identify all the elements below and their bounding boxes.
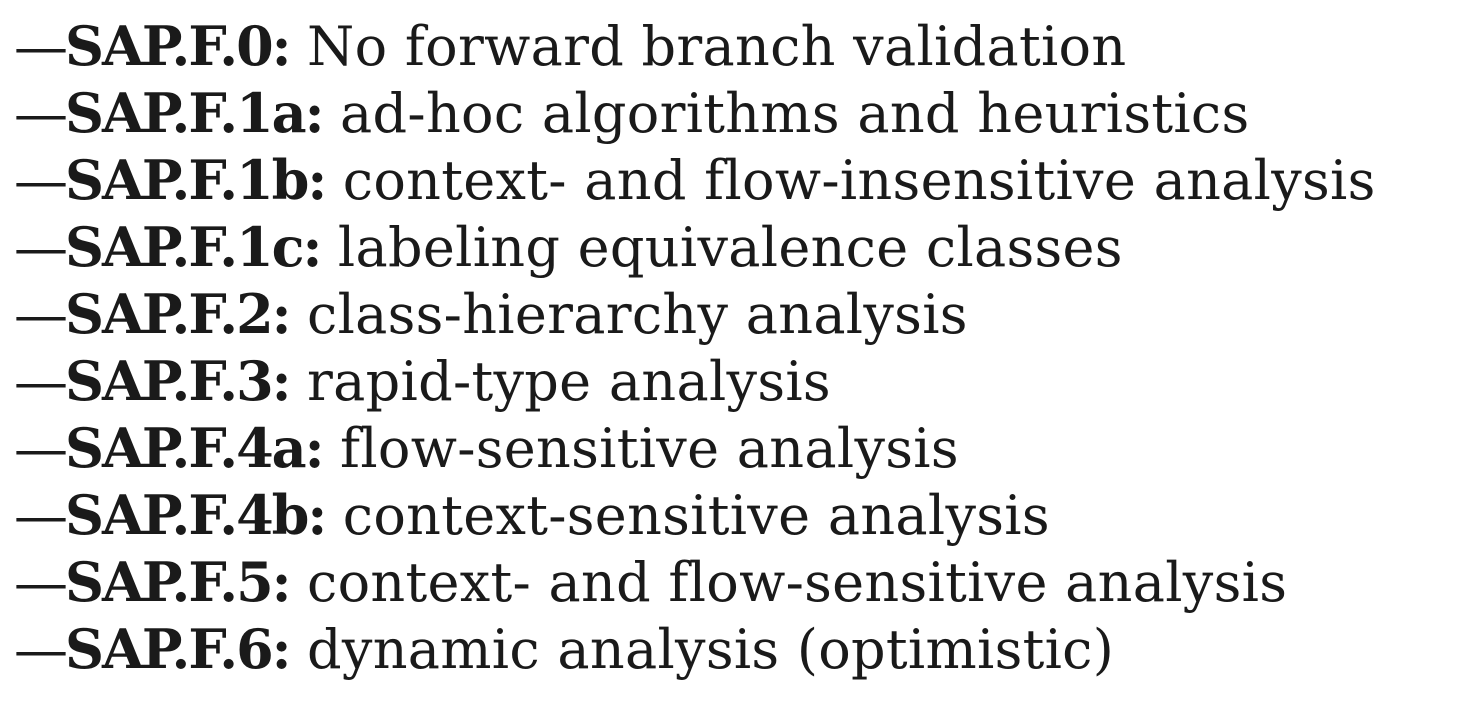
em-dash: — bbox=[14, 82, 68, 145]
item-description: class-hierarchy analysis bbox=[289, 283, 968, 346]
item-description: context- and flow-sensitive analysis bbox=[289, 551, 1288, 614]
list-item: —SAP.F.6: dynamic analysis (optimistic) bbox=[14, 616, 1454, 683]
item-code: SAP.F.1c: bbox=[65, 215, 322, 279]
list-item: —SAP.F.3: rapid-type analysis bbox=[14, 348, 1454, 415]
em-dash: — bbox=[14, 283, 68, 346]
item-code: SAP.F.4a: bbox=[65, 416, 325, 480]
item-description: labeling equivalence classes bbox=[320, 216, 1123, 279]
item-description: context- and flow-insensitive analysis bbox=[325, 149, 1376, 212]
item-description: dynamic analysis (optimistic) bbox=[289, 618, 1115, 681]
em-dash: — bbox=[14, 551, 68, 614]
item-code: SAP.F.3: bbox=[65, 349, 292, 413]
item-description: flow-sensitive analysis bbox=[322, 417, 959, 480]
list-item: —SAP.F.0: No forward branch validation bbox=[14, 13, 1454, 80]
item-code: SAP.F.5: bbox=[65, 550, 292, 614]
item-code: SAP.F.4b: bbox=[65, 483, 327, 547]
item-description: context-sensitive analysis bbox=[325, 484, 1050, 547]
list-item: —SAP.F.5: context- and flow-sensitive an… bbox=[14, 549, 1454, 616]
item-description: rapid-type analysis bbox=[289, 350, 831, 413]
em-dash: — bbox=[14, 216, 68, 279]
item-code: SAP.F.1a: bbox=[65, 81, 325, 145]
list-item: —SAP.F.1b: context- and flow-insensitive… bbox=[14, 147, 1454, 214]
item-code: SAP.F.1b: bbox=[65, 148, 327, 212]
list-item: —SAP.F.1c: labeling equivalence classes bbox=[14, 214, 1454, 281]
em-dash: — bbox=[14, 484, 68, 547]
list-item: —SAP.F.1a: ad-hoc algorithms and heurist… bbox=[14, 80, 1454, 147]
list-item: —SAP.F.2: class-hierarchy analysis bbox=[14, 281, 1454, 348]
em-dash: — bbox=[14, 417, 68, 480]
em-dash: — bbox=[14, 15, 68, 78]
em-dash: — bbox=[14, 350, 68, 413]
em-dash: — bbox=[14, 618, 68, 681]
em-dash: — bbox=[14, 149, 68, 212]
item-code: SAP.F.0: bbox=[65, 14, 292, 78]
item-code: SAP.F.2: bbox=[65, 282, 292, 346]
item-description: No forward branch validation bbox=[289, 15, 1127, 78]
item-code: SAP.F.6: bbox=[65, 617, 292, 681]
list-item: —SAP.F.4b: context-sensitive analysis bbox=[14, 482, 1454, 549]
item-description: ad-hoc algorithms and heuristics bbox=[322, 82, 1250, 145]
list-item: —SAP.F.4a: flow-sensitive analysis bbox=[14, 415, 1454, 482]
classification-list: —SAP.F.0: No forward branch validation —… bbox=[14, 13, 1454, 683]
